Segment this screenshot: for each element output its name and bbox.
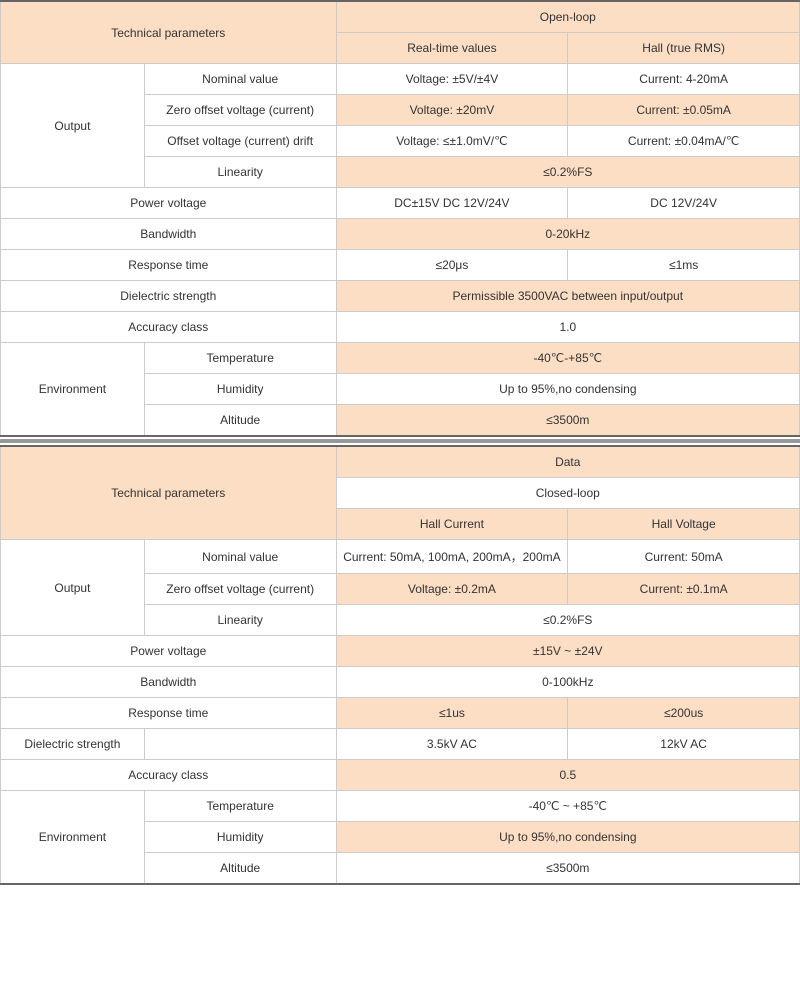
param-label: Nominal value [144, 64, 336, 95]
param-label: Linearity [144, 157, 336, 188]
param-value: 3.5kV AC [336, 729, 568, 760]
param-label: Accuracy class [1, 312, 337, 343]
param-value: ≤3500m [336, 853, 799, 885]
param-value: Up to 95%,no condensing [336, 822, 799, 853]
param-value: -40℃ ~ +85℃ [336, 791, 799, 822]
param-value: ≤0.2%FS [336, 605, 799, 636]
param-label: Humidity [144, 374, 336, 405]
param-value: Up to 95%,no condensing [336, 374, 799, 405]
param-value: Current: ±0.1mA [568, 574, 800, 605]
tech-params-header: Technical parameters [1, 1, 337, 64]
specs-table-open-loop: Technical parameters Open-loop Real-time… [0, 0, 800, 437]
param-label: Temperature [144, 343, 336, 374]
param-value: ≤1ms [568, 250, 800, 281]
param-value: ≤200us [568, 698, 800, 729]
param-label: Linearity [144, 605, 336, 636]
param-value: ≤0.2%FS [336, 157, 799, 188]
param-label: Temperature [144, 791, 336, 822]
specs-table-closed-loop: Technical parameters Data Closed-loop Ha… [0, 445, 800, 885]
output-group-label: Output [1, 64, 145, 188]
param-value: ≤1us [336, 698, 568, 729]
param-value: Voltage: ±0.2mA [336, 574, 568, 605]
param-value: 0-20kHz [336, 219, 799, 250]
realtime-values-header: Real-time values [336, 33, 568, 64]
param-value: 1.0 [336, 312, 799, 343]
param-label: Response time [1, 698, 337, 729]
tech-params-header: Technical parameters [1, 446, 337, 540]
param-label: Altitude [144, 405, 336, 437]
param-value: Current: ±0.04mA/℃ [568, 126, 800, 157]
param-label: Accuracy class [1, 760, 337, 791]
param-value: 0.5 [336, 760, 799, 791]
param-value: Current: 50mA, 100mA, 200mA，200mA [336, 540, 568, 574]
param-value: Current: 50mA [568, 540, 800, 574]
param-value: -40℃-+85℃ [336, 343, 799, 374]
param-label: Bandwidth [1, 219, 337, 250]
param-value: Current: ±0.05mA [568, 95, 800, 126]
param-value: ≤3500m [336, 405, 799, 437]
param-label: Offset voltage (current) drift [144, 126, 336, 157]
param-label: Bandwidth [1, 667, 337, 698]
closed-loop-header: Closed-loop [336, 478, 799, 509]
param-value: ≤20μs [336, 250, 568, 281]
hall-current-header: Hall Current [336, 509, 568, 540]
param-value: DC±15V DC 12V/24V [336, 188, 568, 219]
table-divider [0, 439, 800, 443]
param-label: Power voltage [1, 188, 337, 219]
param-value: Voltage: ±5V/±4V [336, 64, 568, 95]
param-value: Current: 4-20mA [568, 64, 800, 95]
param-value: Voltage: ±20mV [336, 95, 568, 126]
param-label: Zero offset voltage (current) [144, 95, 336, 126]
output-group-label: Output [1, 540, 145, 636]
param-value: 0-100kHz [336, 667, 799, 698]
hall-voltage-header: Hall Voltage [568, 509, 800, 540]
param-label: Power voltage [1, 636, 337, 667]
param-label: Altitude [144, 853, 336, 885]
environment-group-label: Environment [1, 791, 145, 885]
param-label: Dielectric strength [1, 729, 145, 760]
param-label: Response time [1, 250, 337, 281]
environment-group-label: Environment [1, 343, 145, 437]
open-loop-header: Open-loop [336, 1, 799, 33]
hall-rms-header: Hall (true RMS) [568, 33, 800, 64]
param-value: Permissible 3500VAC between input/output [336, 281, 799, 312]
param-label: Dielectric strength [1, 281, 337, 312]
param-label: Humidity [144, 822, 336, 853]
param-label: Zero offset voltage (current) [144, 574, 336, 605]
param-label: Nominal value [144, 540, 336, 574]
data-header: Data [336, 446, 799, 478]
param-value: Voltage: ≤±1.0mV/℃ [336, 126, 568, 157]
param-value: ±15V ~ ±24V [336, 636, 799, 667]
param-value: DC 12V/24V [568, 188, 800, 219]
blank-cell [144, 729, 336, 760]
param-value: 12kV AC [568, 729, 800, 760]
